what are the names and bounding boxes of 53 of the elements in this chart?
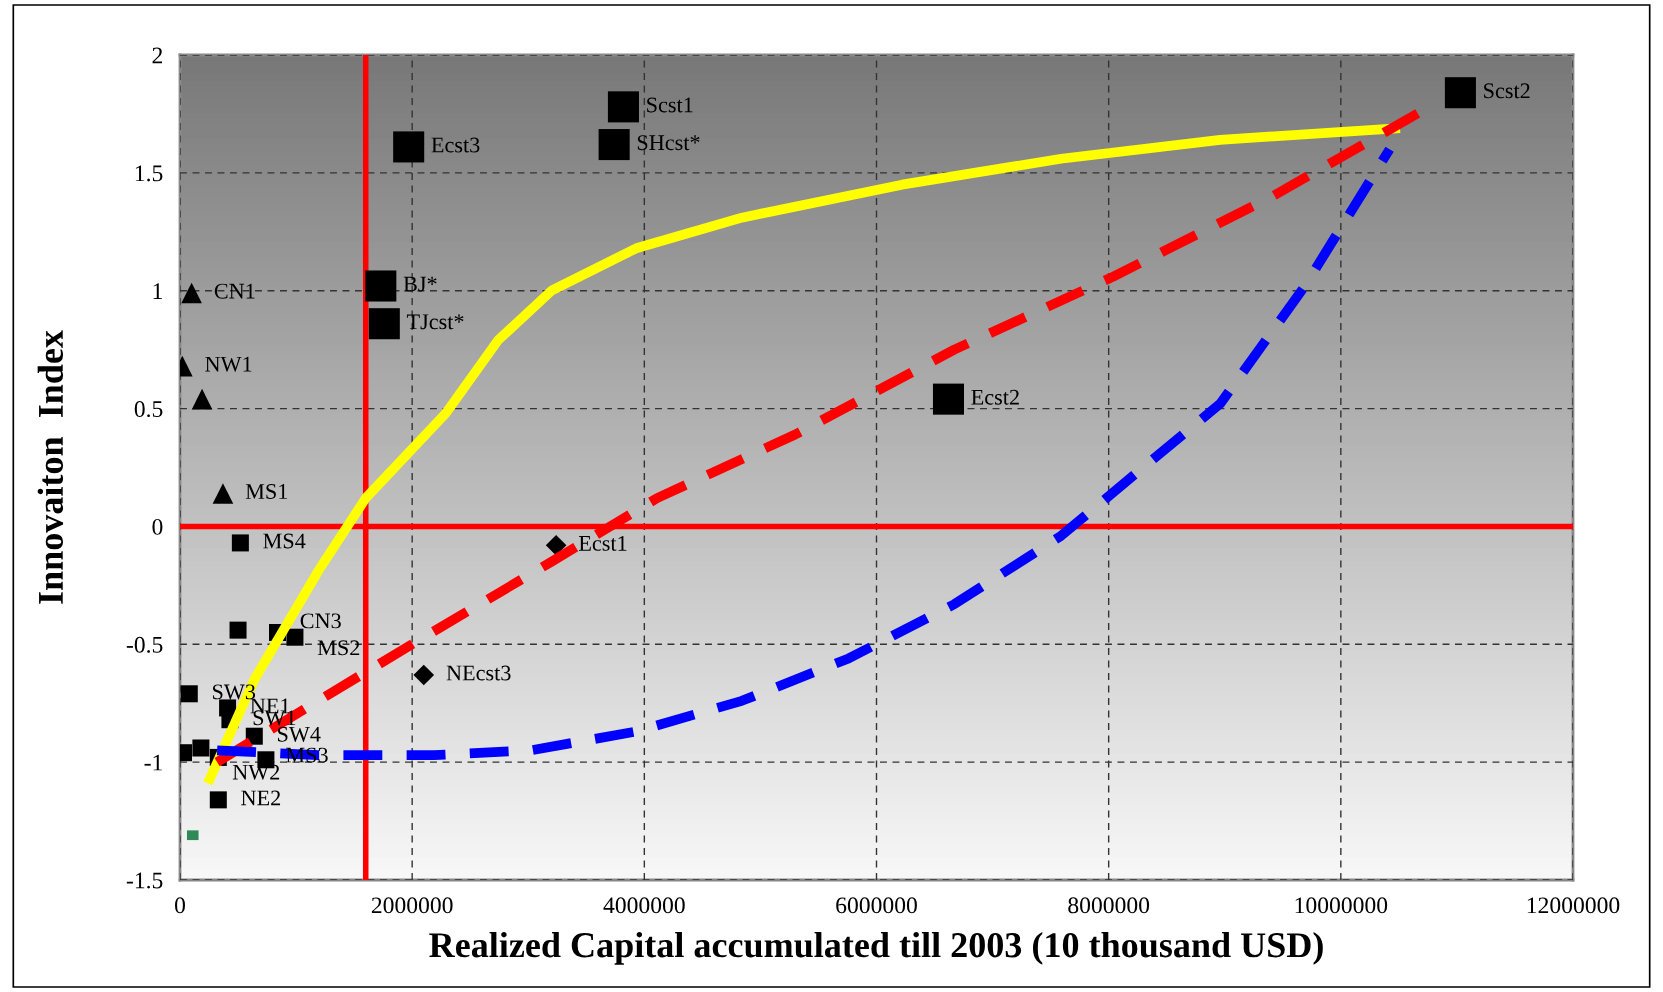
annotation: Scst2 [1484, 83, 1530, 99]
x-tick-label: 2000000 [371, 897, 453, 914]
point [413, 664, 435, 686]
x-axis-title: Realized Capital accumulated till 2003 (10 thousand USD) [429, 931, 1323, 965]
annotation: SW4 [278, 726, 321, 742]
y-tick-label: -1.5 [126, 872, 163, 889]
annotation: Ecst1 [578, 535, 627, 551]
y-tick-label: 0.5 [134, 401, 163, 418]
annotation: CN1 [214, 283, 255, 299]
point [286, 628, 304, 646]
annotation: MS1 [245, 484, 288, 499]
annotation: NW1 [205, 356, 252, 372]
point [365, 270, 397, 302]
point [180, 685, 198, 703]
point [368, 308, 400, 340]
x-tick-label: 4000000 [603, 897, 685, 914]
annotation: MS4 [263, 533, 306, 549]
annotation: Ecst3 [431, 137, 480, 153]
point [607, 91, 639, 123]
y-axis-title: Innovaiton Index [37, 330, 64, 604]
point [598, 129, 630, 161]
y-tick-label: 0 [152, 518, 163, 535]
x-tick-label: 12000000 [1527, 897, 1620, 914]
point [231, 534, 249, 552]
annotation: TJcst* [406, 314, 464, 330]
annotation: Ecst2 [971, 389, 1019, 405]
point [245, 727, 263, 745]
x-tick-label: 10000000 [1295, 897, 1388, 914]
annotation: BJ* [403, 276, 437, 292]
point [181, 282, 202, 304]
annotation: MS2 [317, 640, 360, 656]
annotation: SHcst* [637, 135, 700, 151]
point [212, 483, 234, 504]
annotation: CN3 [300, 613, 341, 629]
point [1444, 77, 1476, 109]
annotation: NE2 [241, 790, 281, 806]
annotation: NEcst3 [446, 665, 511, 681]
point [393, 131, 425, 163]
y-tick-label: -0.5 [126, 636, 163, 653]
point [545, 534, 567, 556]
annotation: Scst1 [647, 97, 693, 113]
y-tick-label: 2 [152, 47, 163, 64]
point [932, 383, 964, 415]
point [209, 791, 227, 809]
y-tick-label: 1.5 [135, 165, 163, 182]
point [229, 621, 247, 639]
x-tick-label: 0 [175, 897, 185, 914]
y-tick-label: 1 [153, 283, 162, 299]
point [191, 388, 213, 410]
x-tick-label: 6000000 [836, 897, 917, 914]
x-tick-label: 8000000 [1068, 897, 1150, 914]
y-tick-label: -1 [144, 754, 162, 771]
point [192, 739, 210, 757]
